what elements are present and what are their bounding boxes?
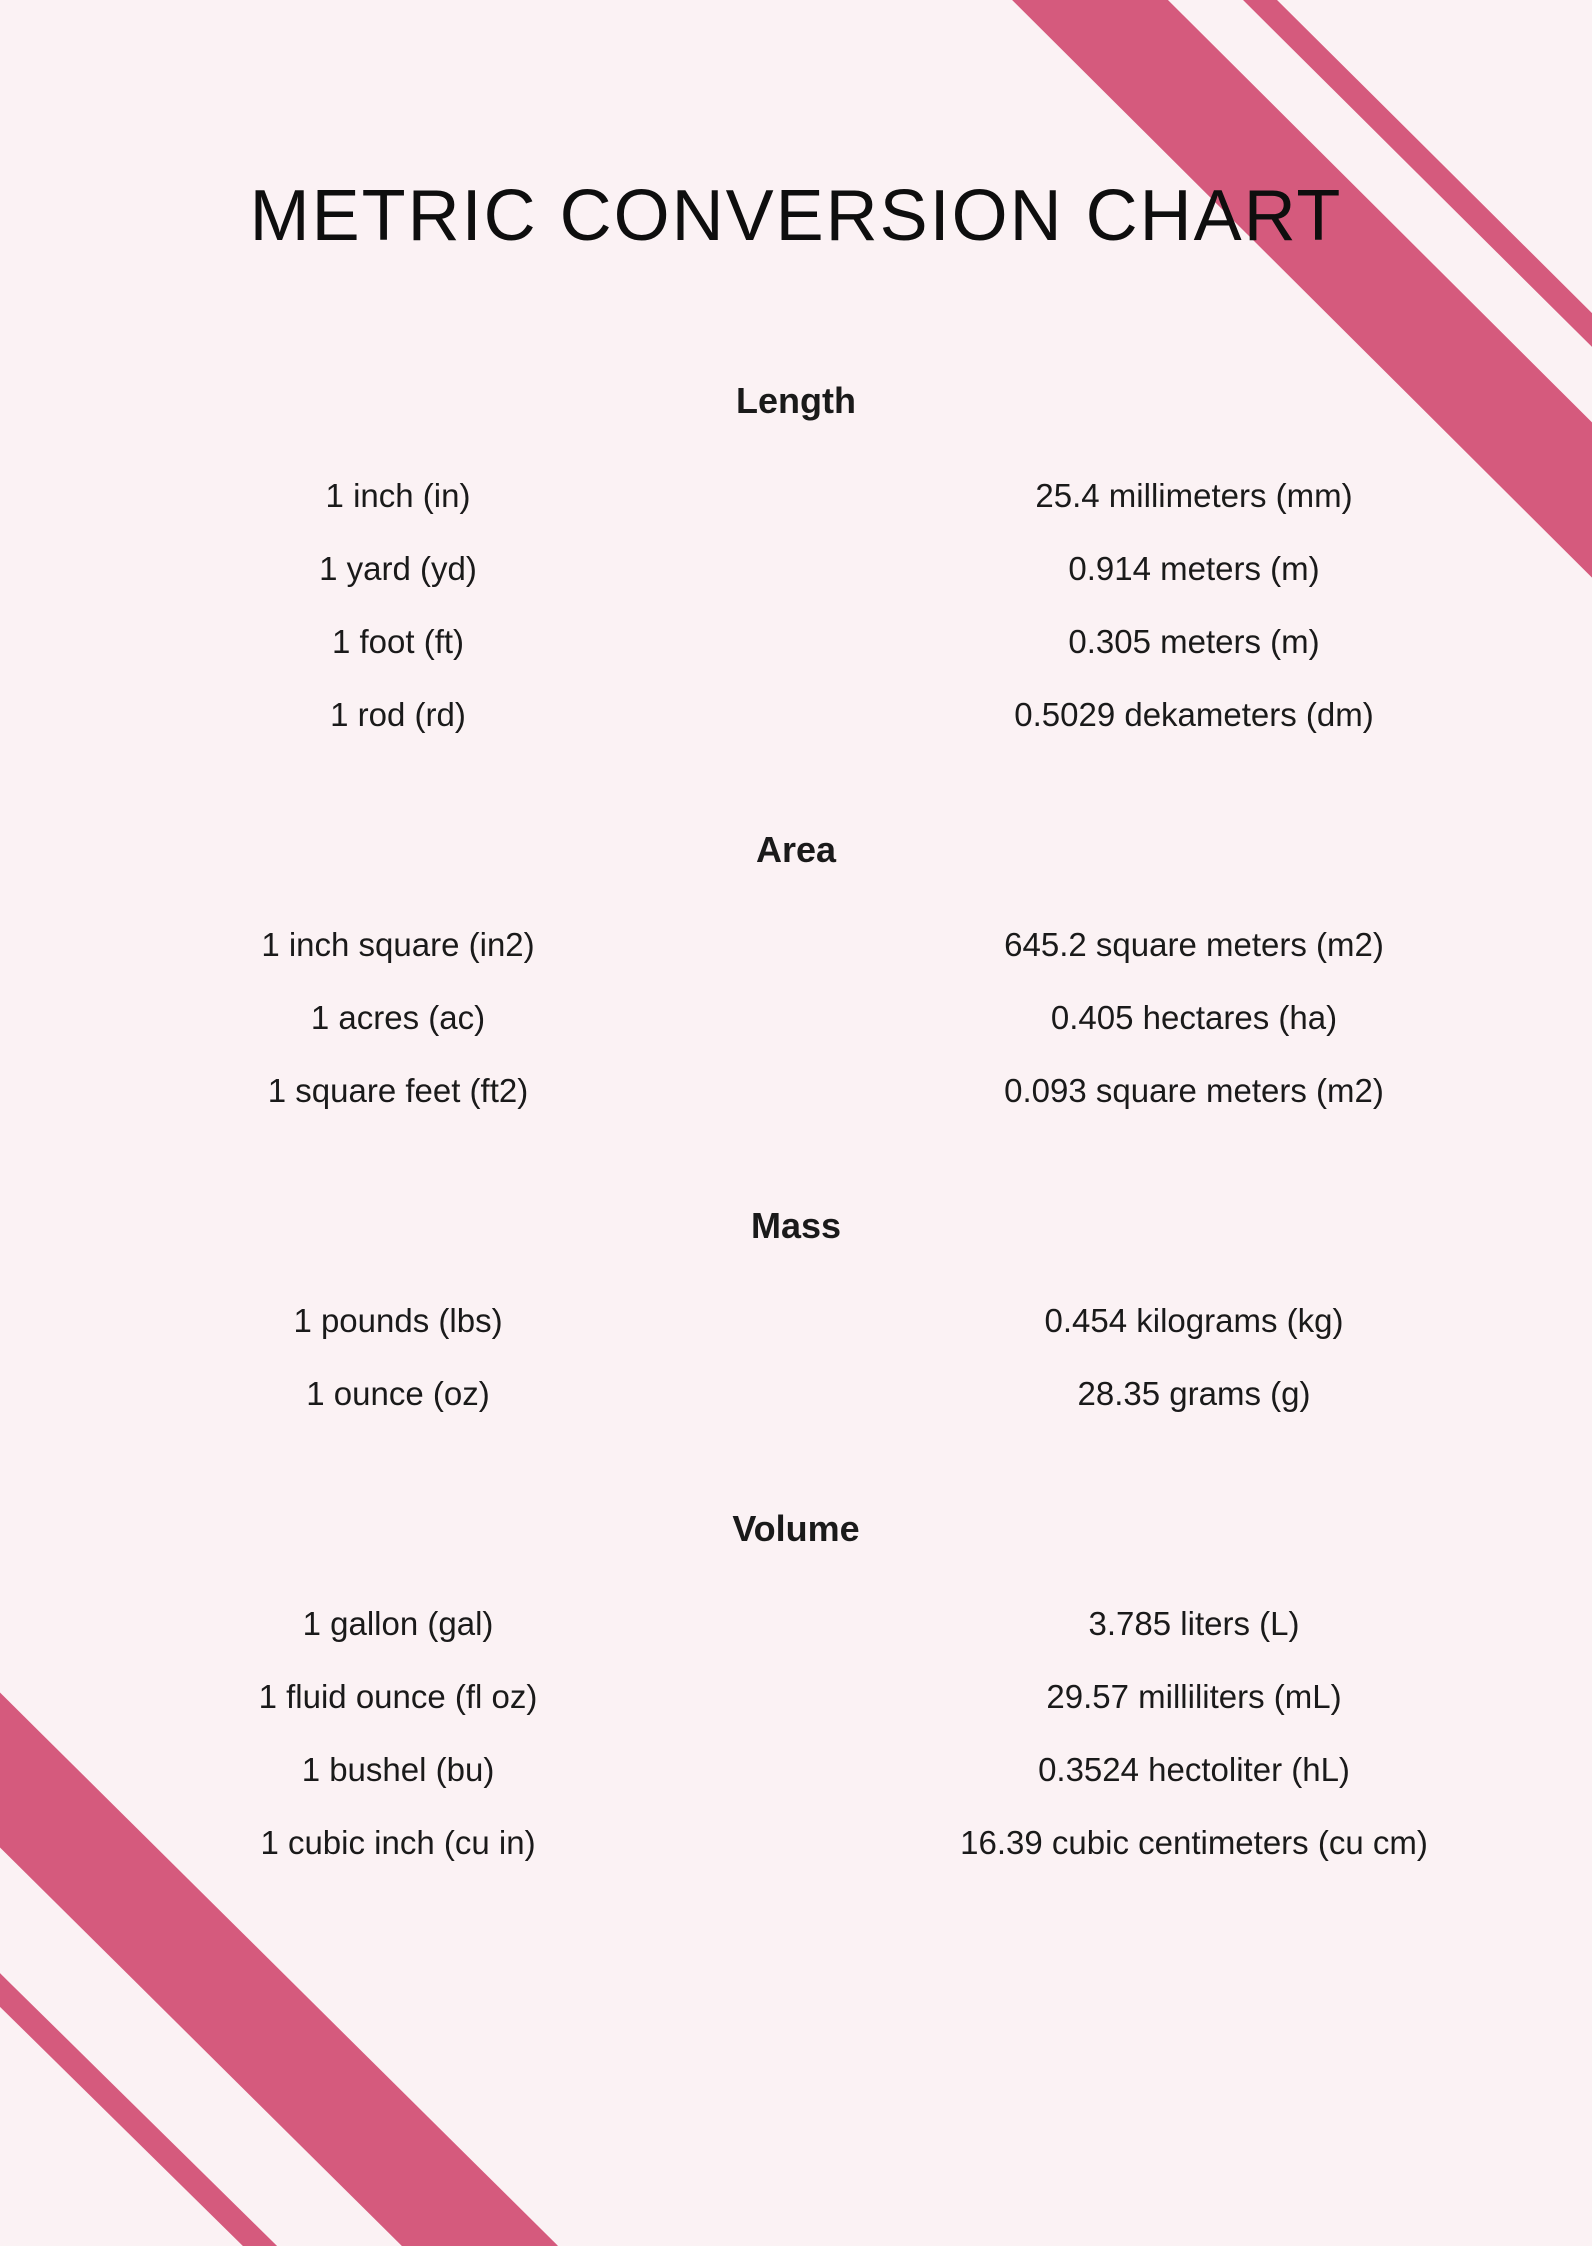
conversion-to: 0.454 kilograms (kg) — [796, 1302, 1592, 1340]
section: Area 1 inch square (in2)645.2 square mete… — [0, 829, 1592, 1110]
conversion-to: 645.2 square meters (m2) — [796, 926, 1592, 964]
conversion-to: 0.405 hectares (ha) — [796, 999, 1592, 1037]
conversion-from: 1 gallon (gal) — [0, 1605, 796, 1643]
conversion-from: 1 pounds (lbs) — [0, 1302, 796, 1340]
conversion-row: 1 foot (ft)0.305 meters (m) — [0, 623, 1592, 661]
conversion-row: 1 ounce (oz)28.35 grams (g) — [0, 1375, 1592, 1413]
conversion-to: 0.5029 dekameters (dm) — [796, 696, 1592, 734]
conversion-row: 1 square feet (ft2)0.093 square meters (… — [0, 1072, 1592, 1110]
page: METRIC CONVERSION CHART Length 1 inch (in… — [0, 0, 1592, 2246]
section: Volume1 gallon (gal)3.785 liters (L)1 fl… — [0, 1508, 1592, 1862]
conversion-row: 1 rod (rd)0.5029 dekameters (dm) — [0, 696, 1592, 734]
conversion-to: 0.305 meters (m) — [796, 623, 1592, 661]
conversion-from: 1 bushel (bu) — [0, 1751, 796, 1789]
conversion-from: 1 foot (ft) — [0, 623, 796, 661]
conversion-from: 1 inch square (in2) — [0, 926, 796, 964]
conversion-from: 1 rod (rd) — [0, 696, 796, 734]
section-heading: Mass — [0, 1205, 1592, 1247]
conversion-row: 1 inch (in)25.4 millimeters (mm) — [0, 477, 1592, 515]
conversion-row: 1 fluid ounce (fl oz)29.57 milliliters (… — [0, 1678, 1592, 1716]
section-heading: Volume — [0, 1508, 1592, 1550]
conversion-to: 16.39 cubic centimeters (cu cm) — [796, 1824, 1592, 1862]
conversion-to: 29.57 milliliters (mL) — [796, 1678, 1592, 1716]
conversion-to: 0.093 square meters (m2) — [796, 1072, 1592, 1110]
conversion-from: 1 inch (in) — [0, 477, 796, 515]
conversion-row: 1 gallon (gal)3.785 liters (L) — [0, 1605, 1592, 1643]
conversion-from: 1 ounce (oz) — [0, 1375, 796, 1413]
conversion-to: 0.914 meters (m) — [796, 550, 1592, 588]
conversion-row: 1 pounds (lbs)0.454 kilograms (kg) — [0, 1302, 1592, 1340]
conversion-row: 1 cubic inch (cu in)16.39 cubic centimet… — [0, 1824, 1592, 1862]
conversion-to: 0.3524 hectoliter (hL) — [796, 1751, 1592, 1789]
conversion-from: 1 square feet (ft2) — [0, 1072, 796, 1110]
sections-container: Length1 inch (in)25.4 millimeters (mm)1 … — [0, 380, 1592, 1957]
section: Length1 inch (in)25.4 millimeters (mm)1 … — [0, 380, 1592, 734]
section-heading: Length — [0, 380, 1592, 422]
conversion-row: 1 inch square (in2)645.2 square meters (… — [0, 926, 1592, 964]
conversion-to: 3.785 liters (L) — [796, 1605, 1592, 1643]
section: Mass1 pounds (lbs)0.454 kilograms (kg)1 … — [0, 1205, 1592, 1413]
conversion-row: 1 acres (ac)0.405 hectares (ha) — [0, 999, 1592, 1037]
conversion-from: 1 cubic inch (cu in) — [0, 1824, 796, 1862]
conversion-row: 1 bushel (bu)0.3524 hectoliter (hL) — [0, 1751, 1592, 1789]
page-title: METRIC CONVERSION CHART — [0, 175, 1592, 257]
conversion-to: 25.4 millimeters (mm) — [796, 477, 1592, 515]
conversion-from: 1 acres (ac) — [0, 999, 796, 1037]
conversion-row: 1 yard (yd)0.914 meters (m) — [0, 550, 1592, 588]
conversion-from: 1 fluid ounce (fl oz) — [0, 1678, 796, 1716]
conversion-to: 28.35 grams (g) — [796, 1375, 1592, 1413]
section-heading: Area — [0, 829, 1592, 871]
conversion-from: 1 yard (yd) — [0, 550, 796, 588]
